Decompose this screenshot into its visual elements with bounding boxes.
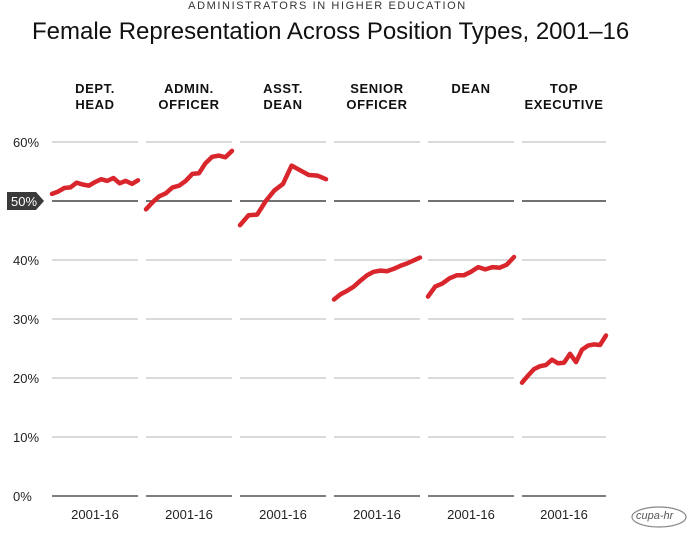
series-line xyxy=(519,333,609,385)
y-tick-highlight-badge xyxy=(7,192,44,210)
panel-title: SENIOR xyxy=(350,81,403,96)
series-line xyxy=(331,255,423,302)
series-line xyxy=(49,175,141,197)
x-axis-label: 2001-16 xyxy=(259,507,307,522)
x-axis-label: 2001-16 xyxy=(165,507,213,522)
panel-title: OFFICER xyxy=(158,97,219,112)
panel-2: ADMIN.OFFICER 2001-16 xyxy=(143,81,235,522)
panel-title: EXECUTIVE xyxy=(524,97,603,112)
panel-title: DEPT. xyxy=(75,81,115,96)
chart-title: Female Representation Across Position Ty… xyxy=(32,18,630,45)
x-axis-label: 2001-16 xyxy=(353,507,401,522)
panel-5: DEAN 2001-16 xyxy=(425,81,517,522)
y-tick-label: 30% xyxy=(13,312,39,327)
panel-title: DEAN xyxy=(451,81,490,96)
y-tick-label: 60% xyxy=(13,135,39,150)
y-tick-label: 20% xyxy=(13,371,39,386)
x-axis-label: 2001-16 xyxy=(540,507,588,522)
panel-title: TOP xyxy=(550,81,578,96)
panel-title: OFFICER xyxy=(346,97,407,112)
panel-3: ASST.DEAN 2001-16 xyxy=(237,81,329,522)
y-tick-label: 10% xyxy=(13,430,39,445)
y-tick-label: 0% xyxy=(13,489,32,504)
x-axis-label: 2001-16 xyxy=(71,507,119,522)
panel-title: ADMIN. xyxy=(164,81,214,96)
series-line xyxy=(143,148,235,212)
panel-title: DEAN xyxy=(263,97,302,112)
x-axis-label: 2001-16 xyxy=(447,507,495,522)
logo-text: cupa-hr xyxy=(636,510,674,522)
cupa-hr-logo xyxy=(631,506,687,528)
panel-title: ASST. xyxy=(263,81,303,96)
y-tick-label: 50% xyxy=(11,194,37,209)
series-line xyxy=(425,254,517,299)
panel-title: HEAD xyxy=(75,97,114,112)
chart-kicker: ADMINISTRATORS IN HIGHER EDUCATION xyxy=(188,0,467,12)
series-line xyxy=(237,163,329,228)
panel-1: DEPT.HEAD 2001-16 xyxy=(49,81,141,522)
y-tick-label: 40% xyxy=(13,253,39,268)
